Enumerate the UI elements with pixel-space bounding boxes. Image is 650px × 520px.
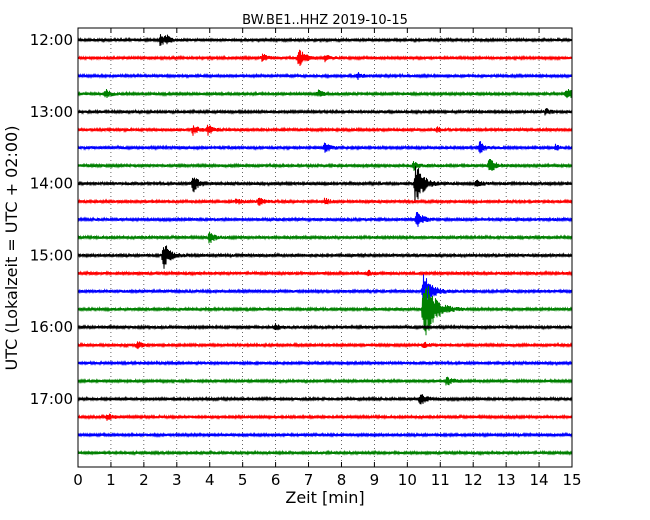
x-tick-label: 9: [370, 471, 380, 489]
seismic-trace: [77, 341, 573, 350]
seismic-trace: [77, 211, 573, 227]
y-axis-ticks: 12:00 13:00 14:00 15:00 16:00 17:00: [30, 31, 572, 408]
x-tick-label: 8: [337, 471, 347, 489]
seismic-trace: [77, 231, 573, 244]
seismic-trace: [77, 124, 573, 136]
seismic-trace: [77, 274, 573, 311]
y-tick-label: 14:00: [30, 175, 73, 193]
x-tick-label: 7: [304, 471, 314, 489]
x-tick-label: 4: [205, 471, 215, 489]
x-tick-label: 15: [562, 471, 581, 489]
seismic-trace: [77, 269, 573, 277]
seismic-trace: [77, 141, 573, 154]
y-tick-label: 15:00: [30, 246, 73, 264]
seismic-trace: [77, 286, 573, 336]
x-axis-label: Zeit [min]: [285, 488, 364, 507]
chart-title: BW.BE1..HHZ 2019-10-15: [242, 13, 408, 28]
seismic-trace: [77, 431, 573, 439]
y-tick-label: 13:00: [30, 103, 73, 121]
seismic-trace: [77, 449, 573, 457]
x-tick-label: 14: [530, 471, 549, 489]
x-axis-ticks: 0 1 2 3 4 5 6 7 8 9 10 11 12 13 14 15: [73, 28, 582, 489]
seismic-trace: [77, 413, 573, 421]
seismic-trace: [77, 197, 573, 206]
x-tick-label: 1: [106, 471, 116, 489]
plot-frame: [77, 27, 573, 468]
seismic-trace: [77, 323, 573, 331]
y-tick-label: 16:00: [30, 318, 73, 336]
x-tick-label: 11: [431, 471, 450, 489]
x-tick-label: 12: [464, 471, 483, 489]
y-axis-label: UTC (Lokalzeit = UTC + 02:00): [2, 126, 21, 371]
x-tick-label: 2: [139, 471, 149, 489]
seismic-trace: [77, 359, 573, 367]
seismic-trace: [77, 245, 573, 269]
x-tick-label: 13: [497, 471, 516, 489]
seismic-trace: [77, 72, 573, 81]
x-tick-label: 3: [172, 471, 182, 489]
seismic-trace: [77, 49, 573, 67]
seismic-trace: [77, 88, 573, 99]
x-tick-label: 5: [238, 471, 248, 489]
y-tick-label: 12:00: [30, 31, 73, 49]
seismic-trace: [77, 166, 573, 204]
traces-group: [77, 34, 573, 457]
x-tick-label: 0: [73, 471, 83, 489]
seismic-trace: [77, 34, 573, 47]
seismic-trace: [77, 376, 573, 386]
x-tick-label: 10: [398, 471, 417, 489]
seismic-trace: [77, 394, 573, 405]
seismic-trace: [77, 158, 573, 172]
x-tick-label: 6: [271, 471, 281, 489]
seismic-trace: [77, 108, 573, 116]
y-tick-label: 17:00: [30, 390, 73, 408]
